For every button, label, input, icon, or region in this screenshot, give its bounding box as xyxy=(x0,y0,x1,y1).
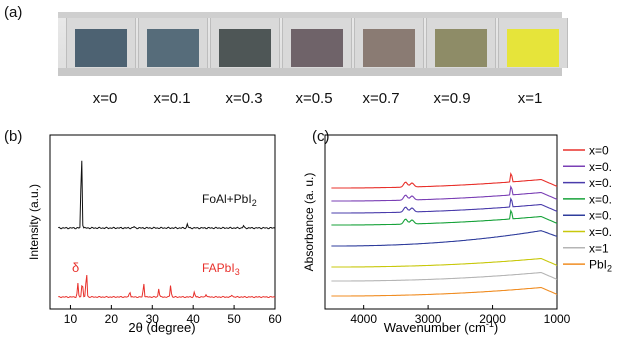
ftir-xtick-label: 1000 xyxy=(544,312,571,326)
xrd-label-fapbi3: FAPbI3 xyxy=(202,261,240,277)
xrd-series-foal-pbi2 xyxy=(58,160,276,230)
sample-slot xyxy=(138,18,208,68)
sample-slot xyxy=(66,18,136,68)
xrd-xtick-label: 50 xyxy=(227,312,241,326)
ftir-plot-frame xyxy=(324,134,558,310)
xrd-xtick-label: 20 xyxy=(105,312,119,326)
legend-label: x=0. xyxy=(589,160,612,174)
legend-label: x=0. xyxy=(589,225,612,239)
legend-label: x=1 xyxy=(589,241,609,255)
sample-slot xyxy=(498,18,568,68)
ftir-series-line xyxy=(331,209,558,226)
sample-label: x=0.5 xyxy=(295,90,333,107)
tray-rim xyxy=(58,12,562,18)
xrd-delta-annotation: δ xyxy=(72,260,79,275)
ftir-series-line xyxy=(331,286,558,297)
sample-label: x=0.1 xyxy=(153,90,191,107)
sample-film xyxy=(363,29,415,67)
ftir-xtick-label: 2000 xyxy=(479,312,506,326)
xrd-ylabel: Intensity (a.u.) xyxy=(27,184,41,260)
panel-label-a: (a) xyxy=(4,4,23,21)
ftir-xlabel: Wavenumber (cm-1) xyxy=(384,319,498,335)
ftir-series-line xyxy=(331,230,558,247)
sample-slot xyxy=(210,18,280,68)
xrd-label-foal: FoAl+PbI2 xyxy=(202,192,257,208)
legend-label: x=0. xyxy=(589,192,612,206)
xrd-xtick-label: 30 xyxy=(146,312,160,326)
sample-label: x=0.9 xyxy=(433,90,471,107)
legend-label: PbI2 xyxy=(589,258,612,274)
ftir-series-line xyxy=(331,197,558,214)
sample-label: x=0.7 xyxy=(362,90,400,107)
ftir-series-line xyxy=(331,172,558,189)
xrd-xlabel: 2θ (degree) xyxy=(128,320,195,335)
sample-film xyxy=(147,29,199,67)
sample-photo xyxy=(58,12,568,76)
ftir-series-line xyxy=(331,185,558,202)
xrd-xtick-label: 10 xyxy=(64,312,78,326)
sample-film xyxy=(75,29,127,67)
xrd-plot-frame xyxy=(49,134,276,310)
xrd-xtick-label: 60 xyxy=(268,312,282,326)
sample-label: x=0 xyxy=(92,90,118,107)
ftir-xtick-label: 3000 xyxy=(415,312,442,326)
sample-label: x=0.3 xyxy=(225,90,263,107)
legend-label: x=0. xyxy=(589,176,612,190)
sample-film xyxy=(435,29,487,67)
tray-bottom xyxy=(58,68,562,76)
sample-film xyxy=(291,29,343,67)
ftir-series-line xyxy=(331,271,558,282)
sample-slot xyxy=(354,18,424,68)
sample-film xyxy=(507,29,559,67)
panel-label-b: (b) xyxy=(4,128,23,145)
legend-label: x=0. xyxy=(589,209,612,223)
sample-film xyxy=(219,29,271,67)
xrd-xtick-label: 40 xyxy=(187,312,201,326)
sample-label: x=1 xyxy=(517,90,543,107)
ftir-xtick-label: 4000 xyxy=(350,312,377,326)
xrd-series-fapbi3 xyxy=(58,274,276,299)
legend-label: x=0 xyxy=(589,144,609,158)
ftir-series-line xyxy=(331,257,558,268)
sample-slot xyxy=(282,18,352,68)
sample-slot xyxy=(426,18,496,68)
ftir-ylabel: Absorbance (a. u.) xyxy=(302,173,316,272)
